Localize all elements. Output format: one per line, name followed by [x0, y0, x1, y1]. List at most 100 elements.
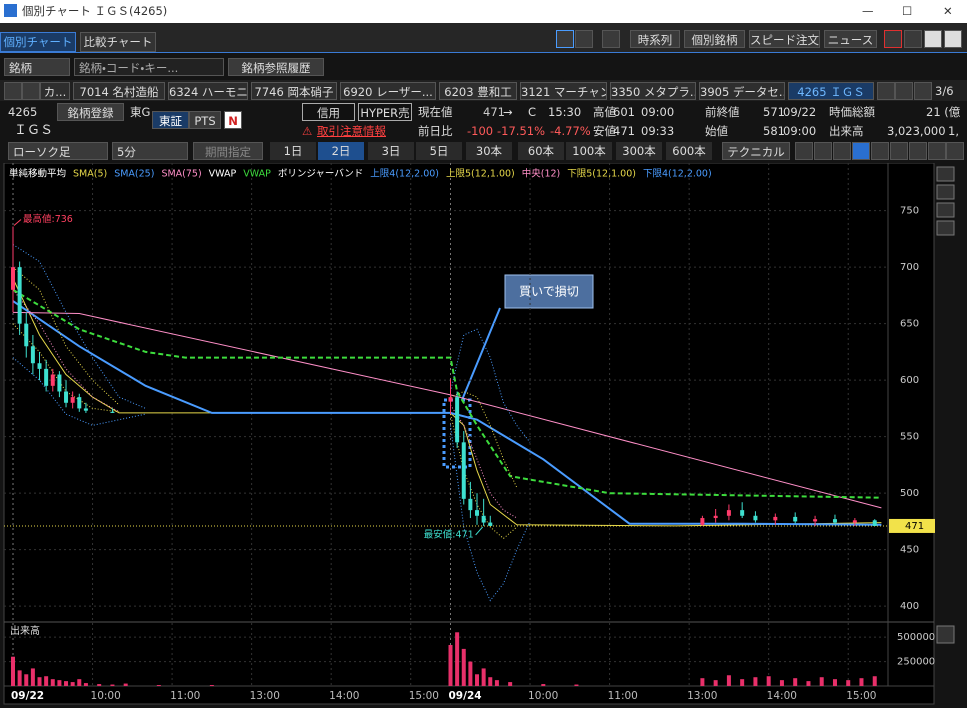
- tool-icon[interactable]: [871, 142, 889, 160]
- last-arrow[interactable]: [895, 82, 913, 100]
- candle-body: [813, 519, 818, 522]
- period-button[interactable]: 300本: [616, 142, 662, 160]
- help-icon[interactable]: [944, 30, 962, 48]
- label: 出来高: [829, 124, 864, 138]
- stock-tab[interactable]: 7746 岡本硝子: [251, 82, 337, 100]
- period-button[interactable]: 3日: [368, 142, 414, 160]
- stock-code: 4265: [8, 105, 38, 119]
- toolbar-button[interactable]: 時系列: [630, 30, 680, 48]
- value: 471: [483, 105, 505, 119]
- tool-icon[interactable]: [909, 142, 927, 160]
- stock-tab[interactable]: 4265 ＩＧＳ: [788, 82, 874, 100]
- layout-single[interactable]: [556, 30, 574, 48]
- interval-select[interactable]: 5分: [112, 142, 188, 160]
- market: 東G: [130, 105, 151, 119]
- period-button[interactable]: 60本: [518, 142, 564, 160]
- hyper-button[interactable]: HYPER売: [358, 103, 412, 121]
- back-arrow[interactable]: [914, 82, 932, 100]
- tool-icon[interactable]: [890, 142, 908, 160]
- period-button[interactable]: 1日: [270, 142, 316, 160]
- stock-tab[interactable]: 6203 豊和工: [439, 82, 517, 100]
- volume-bar: [832, 679, 837, 686]
- toolbar-button[interactable]: 個別銘柄: [684, 30, 745, 48]
- history-select[interactable]: 銘柄参照履歴: [228, 58, 324, 76]
- period-button[interactable]: 100本: [566, 142, 612, 160]
- technical-button[interactable]: テクニカル: [722, 142, 790, 160]
- panel-tool[interactable]: [936, 166, 955, 182]
- volume-bar: [726, 675, 731, 686]
- legend-entry: VWAP: [243, 169, 271, 180]
- panel-tool[interactable]: [936, 184, 955, 200]
- range-select[interactable]: 期間指定: [193, 142, 263, 160]
- series-line: [12, 289, 518, 519]
- stock-tab[interactable]: 6920 レーザー...: [340, 82, 436, 100]
- y-tick-label: 500: [900, 488, 919, 499]
- toolbar-button[interactable]: スピード注文: [749, 30, 820, 48]
- close-panel[interactable]: [936, 625, 955, 644]
- link-icon[interactable]: [884, 30, 902, 48]
- series-line: [12, 244, 531, 443]
- tool-icon[interactable]: [852, 142, 870, 160]
- candle-body: [753, 515, 758, 521]
- series-line: [12, 357, 531, 602]
- first-arrow[interactable]: [4, 82, 22, 100]
- warning-link[interactable]: 取引注意情報: [317, 124, 386, 138]
- draw-tool[interactable]: [602, 30, 620, 48]
- label: 前終値: [705, 105, 740, 119]
- exchange-tab[interactable]: PTS: [189, 111, 221, 129]
- time: 09:33: [641, 124, 675, 138]
- tab-bar: 個別チャート 比較チャート 時系列 個別銘柄 スピード注文 ニュース: [0, 23, 967, 53]
- chart-type-select[interactable]: ローソク足: [8, 142, 108, 160]
- volume-bar: [209, 685, 214, 686]
- stock-tab[interactable]: 3121 マーチャント: [520, 82, 607, 100]
- x-tick-label: 11:00: [170, 690, 200, 702]
- tab[interactable]: 比較チャート: [80, 32, 156, 52]
- refresh-icon[interactable]: [904, 30, 922, 48]
- period-button[interactable]: 600本: [666, 142, 712, 160]
- tool-icon[interactable]: [833, 142, 851, 160]
- minimize[interactable]: —: [862, 4, 874, 18]
- exchange-tab[interactable]: 東証: [152, 111, 189, 129]
- close[interactable]: ✕: [943, 4, 953, 18]
- prev-arrow[interactable]: [22, 82, 40, 100]
- text-icon[interactable]: [924, 30, 942, 48]
- tool-icon[interactable]: [946, 142, 964, 160]
- tab[interactable]: 個別チャート: [0, 32, 76, 52]
- tool-icon[interactable]: [814, 142, 832, 160]
- maximize[interactable]: ☐: [902, 4, 913, 18]
- search-input[interactable]: 銘柄・コード・キー...: [74, 58, 224, 76]
- panel-tool[interactable]: [936, 220, 955, 236]
- news-icon[interactable]: N: [224, 111, 242, 129]
- register-button[interactable]: 銘柄登録: [57, 103, 124, 121]
- stock-tab[interactable]: 3905 データセ...: [699, 82, 785, 100]
- next-arrow[interactable]: [877, 82, 895, 100]
- period-button[interactable]: 5日: [416, 142, 462, 160]
- candle-body: [475, 510, 480, 516]
- stock-tab[interactable]: 6324 ハーモニ...: [168, 82, 248, 100]
- layout-grid[interactable]: [575, 30, 593, 48]
- label: 前日比: [418, 124, 453, 138]
- volume-bar: [24, 674, 29, 686]
- period-button[interactable]: 30本: [466, 142, 512, 160]
- legend-entry: 上限5(12,1.00): [446, 169, 515, 180]
- stock-tab[interactable]: 3350 メタプラ...: [610, 82, 696, 100]
- callout-box: [504, 274, 594, 309]
- candle-body: [793, 516, 798, 522]
- value: 1,: [948, 124, 959, 138]
- type-select[interactable]: 銘柄: [4, 58, 70, 76]
- value: -100: [467, 124, 494, 138]
- volume-bar: [70, 682, 75, 686]
- panel-tool[interactable]: [936, 202, 955, 218]
- tool-icon[interactable]: [928, 142, 946, 160]
- period-button[interactable]: 2日: [318, 142, 364, 160]
- last-price-box: [889, 518, 935, 533]
- stock-tab[interactable]: 7014 名村造船: [73, 82, 165, 100]
- value: 21 (億: [926, 105, 961, 119]
- stock-tab[interactable]: カ...: [40, 82, 70, 100]
- window-title: 個別チャート ＩＧＳ(4265): [22, 4, 168, 18]
- time: 09:00: [641, 105, 675, 119]
- margin-button[interactable]: 信用: [302, 103, 355, 121]
- toolbar-button[interactable]: ニュース: [824, 30, 877, 48]
- tool-icon[interactable]: [795, 142, 813, 160]
- y-tick-label: 750: [900, 206, 919, 217]
